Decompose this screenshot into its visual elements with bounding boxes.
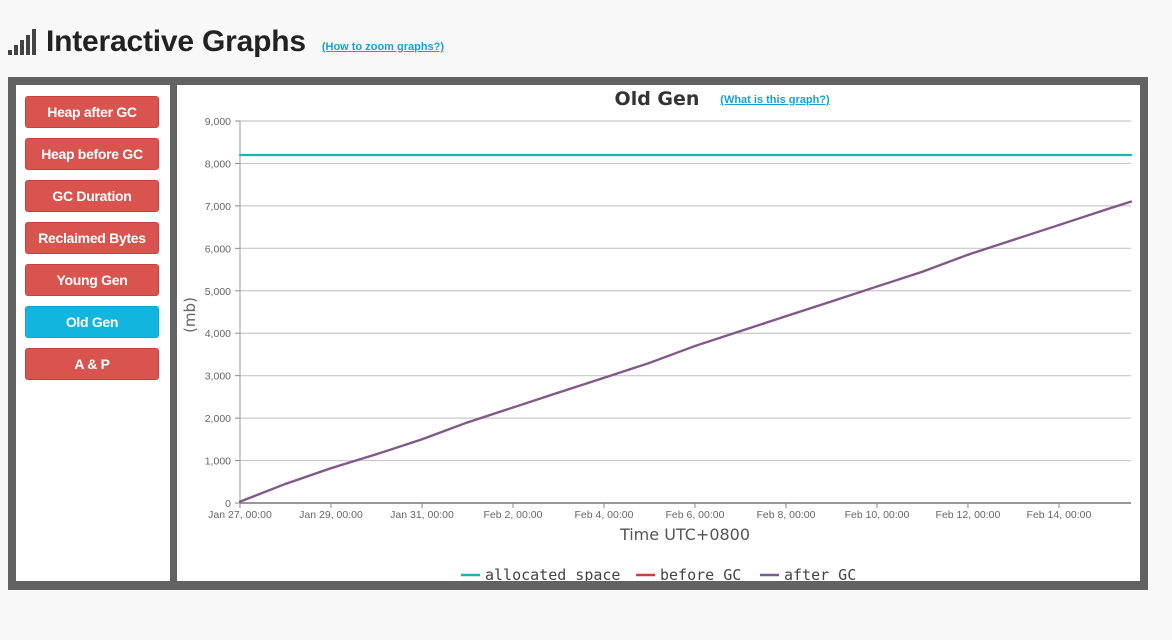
x-tick-label: Jan 31, 00:00 [390,509,454,521]
chart-legend: allocated space before GC after GC [461,566,856,581]
y-tick-label: 3,000 [205,371,231,383]
legend-item-allocated[interactable]: allocated space [461,566,620,581]
x-tick-label: Feb 6, 00:00 [665,509,724,521]
x-tick-label: Jan 27, 00:00 [208,509,272,521]
legend-label-before-gc: before GC [660,566,741,581]
chart-title: Old Gen [615,88,700,110]
y-tick-label: 7,000 [205,201,231,213]
y-tick-label: 8,000 [205,158,231,170]
legend-item-before-gc[interactable]: before GC [636,566,741,581]
data-point [511,406,515,409]
series-lines [238,153,1133,503]
y-axis-ticks: 0 1,000 2,000 3,000 4,000 5,000 6,000 7,000 8,00… [205,116,231,510]
y-tick-label: 9,000 [205,116,231,128]
data-point [830,300,833,303]
data-point [784,315,788,318]
x-tick-label: Feb 12, 00:00 [936,509,1001,521]
a-and-p-button[interactable]: A & P [25,348,159,380]
data-point [966,253,970,256]
old-gen-button[interactable]: Old Gen [25,306,159,338]
zoom-help-link[interactable]: (How to zoom graphs?) [321,41,445,53]
data-point [921,270,924,273]
data-point [602,376,606,379]
x-tick-label: Feb 2, 00:00 [484,509,543,521]
y-tick-label: 1,000 [205,456,231,468]
data-point [1129,200,1133,203]
data-point [693,344,697,348]
y-tick-label: 6,000 [205,243,231,255]
graph-frame: Heap after GC Heap before GC GC Duration… [8,77,1148,590]
after-gc-line [239,200,1132,503]
legend-label-allocated: allocated space [485,566,620,581]
heap-before-gc-button[interactable]: Heap before GC [25,138,159,170]
chart-panel: 0 1,000 2,000 3,000 4,000 5,000 6,000 7,000 8,00… [177,85,1140,581]
data-point [739,330,742,333]
graph-sidebar: Heap after GC Heap before GC GC Duration… [16,85,170,581]
data-point [1012,238,1015,241]
data-point [648,361,651,364]
x-tick-label: Jan 29, 00:00 [299,509,363,521]
x-tick-label: Feb 14, 00:00 [1027,509,1092,521]
x-tick-label: Feb 8, 00:00 [756,509,815,521]
legend-item-after-gc[interactable]: after GC [760,566,856,581]
data-point [284,482,287,485]
data-point [875,285,879,288]
data-point [1103,209,1106,212]
y-tick-label: 2,000 [205,413,231,425]
legend-label-after-gc: after GC [784,566,856,581]
data-point [557,391,560,394]
grid [235,120,1131,508]
x-tick-label: Feb 4, 00:00 [574,509,633,521]
y-tick-label: 4,000 [205,328,231,340]
data-point [329,467,333,470]
data-point [238,500,242,503]
page-header: Interactive Graphs (How to zoom graphs?) [8,22,444,62]
heap-after-gc-button[interactable]: Heap after GC [25,96,159,128]
data-point [420,438,424,441]
data-point [466,421,469,424]
what-is-this-graph-link[interactable]: (What is this graph?) [720,94,830,106]
x-tick-label: Feb 10, 00:00 [845,509,910,521]
gc-duration-button[interactable]: GC Duration [25,180,159,212]
old-gen-chart[interactable]: 0 1,000 2,000 3,000 4,000 5,000 6,000 7,000 8,00… [177,85,1140,581]
x-axis-ticks: Jan 27, 00:00 Jan 29, 00:00 Jan 31, 00:00 F… [208,509,1091,521]
y-tick-label: 5,000 [205,286,231,298]
page-title: Interactive Graphs [46,25,306,58]
young-gen-button[interactable]: Young Gen [25,264,159,296]
y-axis-label: (mb) [181,297,199,333]
y-tick-label: 0 [225,498,231,510]
reclaimed-bytes-button[interactable]: Reclaimed Bytes [25,222,159,254]
before-gc-line [239,200,1132,503]
data-point [238,153,242,157]
signal-bars-icon [8,29,38,55]
data-point [1129,153,1133,157]
data-point [1057,223,1061,227]
data-point [375,453,378,456]
x-axis-label: Time UTC+0800 [619,525,750,544]
